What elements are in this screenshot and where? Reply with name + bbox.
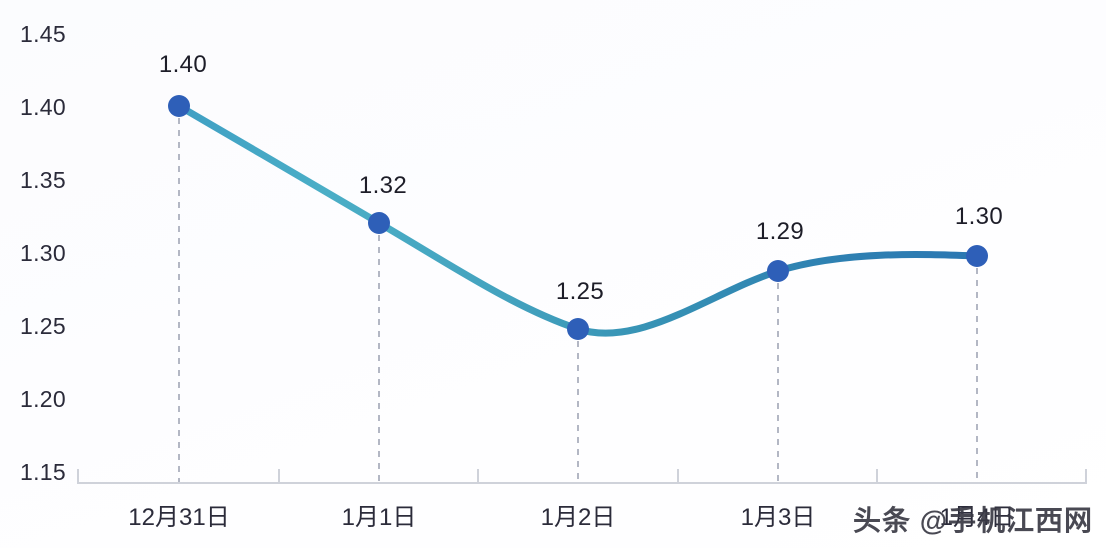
data-point-label: 1.29 [755,218,805,245]
x-axis-tick-label: 12月31日 [128,504,230,531]
y-axis-tick-label: 1.20 [20,386,66,412]
x-axis-tick-label: 1月2日 [540,504,616,531]
data-point-label: 1.25 [555,278,605,305]
y-axis-tick-label: 1.30 [20,240,66,266]
data-point-marker[interactable] [966,245,988,267]
source-watermark: 头条 @手机江西网 [852,505,1094,536]
data-point-label: 1.32 [358,172,408,199]
y-axis-tick-label: 1.35 [20,167,66,193]
x-axis-tick-label: 1月1日 [341,504,417,531]
x-axis-tick-label: 1月4日 [939,504,1015,531]
data-point-marker[interactable] [368,212,390,234]
y-axis-tick-label: 1.15 [20,459,66,485]
y-axis-tick-label: 1.45 [20,21,66,47]
gridlines-dashed [178,106,978,483]
data-point-marker[interactable] [567,318,589,340]
data-point-marker[interactable] [767,260,789,282]
y-axis-tick-label: 1.40 [20,94,66,120]
data-point-label: 1.30 [954,203,1004,230]
y-axis-tick-label: 1.25 [20,313,66,339]
x-axis-tick-label: 1月3日 [740,504,816,531]
data-point-label: 1.40 [158,51,208,78]
data-point-marker[interactable] [168,95,190,117]
data-point-markers [168,95,988,340]
x-axis [77,469,1087,484]
